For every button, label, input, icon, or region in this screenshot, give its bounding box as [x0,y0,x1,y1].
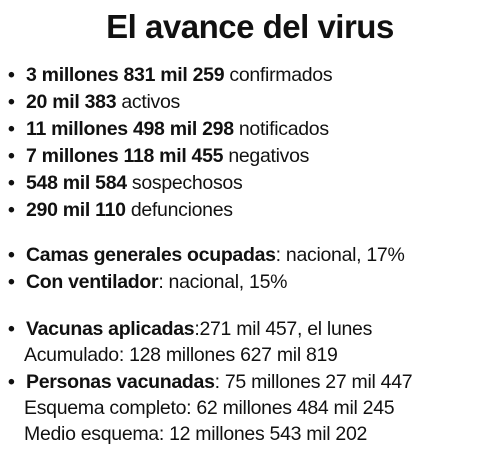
bullet-icon: • [8,118,15,140]
people-vaccinated: • Personas vacunadas: 75 millones 27 mil … [8,369,413,395]
people-vaccinated-value: : 75 millones 27 mil 447 [214,371,413,393]
stat-confirmed: • 3 millones 831 mil 259 confirmados [8,62,333,88]
bullet-icon: • [8,91,15,113]
beds-ventilator: • Con ventilador: nacional, 15% [8,269,287,295]
stat-deaths: • 290 mil 110 defunciones [8,197,233,223]
scheme-half: Medio esquema: 12 millones 543 mil 202 [24,423,368,445]
stat-suspected: • 548 mil 584 sospechosos [8,170,243,196]
vaccines-applied: • Vacunas aplicadas:271 mil 457, el lunes [8,316,372,342]
vaccines-applied-value: :271 mil 457, el lunes [194,318,373,340]
stat-active: • 20 mil 383 activos [8,89,180,115]
stat-value: 7 millones 118 mil 455 [26,145,224,167]
stat-value: 3 millones 831 mil 259 [26,64,225,86]
beds-label: Con ventilador [26,271,159,293]
bullet-icon: • [8,271,15,293]
beds-general: • Camas generales ocupadas: nacional, 17% [8,242,405,268]
page-title: El avance del virus [106,8,394,45]
stat-label: notificados [233,118,329,140]
bullet-icon: • [8,199,15,221]
stat-negative: • 7 millones 118 mil 455 negativos [8,143,309,169]
scheme-complete: Esquema completo: 62 millones 484 mil 24… [24,397,395,419]
beds-label: Camas generales ocupadas [26,244,276,266]
vaccines-applied-label: Vacunas aplicadas [26,318,195,340]
stat-label: activos [116,91,180,113]
stat-label: sospechosos [126,172,243,194]
bullet-icon: • [8,318,15,340]
bullet-icon: • [8,64,15,86]
people-vaccinated-label: Personas vacunadas [26,371,215,393]
vaccines-accumulated: Acumulado: 128 millones 627 mil 819 [24,344,338,366]
stat-label: negativos [223,145,310,167]
stat-value: 290 mil 110 [26,199,126,221]
beds-value: : nacional, 17% [275,244,405,266]
bullet-icon: • [8,172,15,194]
bullet-icon: • [8,371,15,393]
stat-value: 20 mil 383 [26,91,117,113]
beds-value: : nacional, 15% [158,271,288,293]
stat-label: defunciones [125,199,233,221]
stat-value: 548 mil 584 [26,172,127,194]
stat-value: 11 millones 498 mil 298 [26,118,234,140]
stat-notified: • 11 millones 498 mil 298 notificados [8,116,329,142]
bullet-icon: • [8,244,15,266]
stat-label: confirmados [224,64,333,86]
bullet-icon: • [8,145,15,167]
